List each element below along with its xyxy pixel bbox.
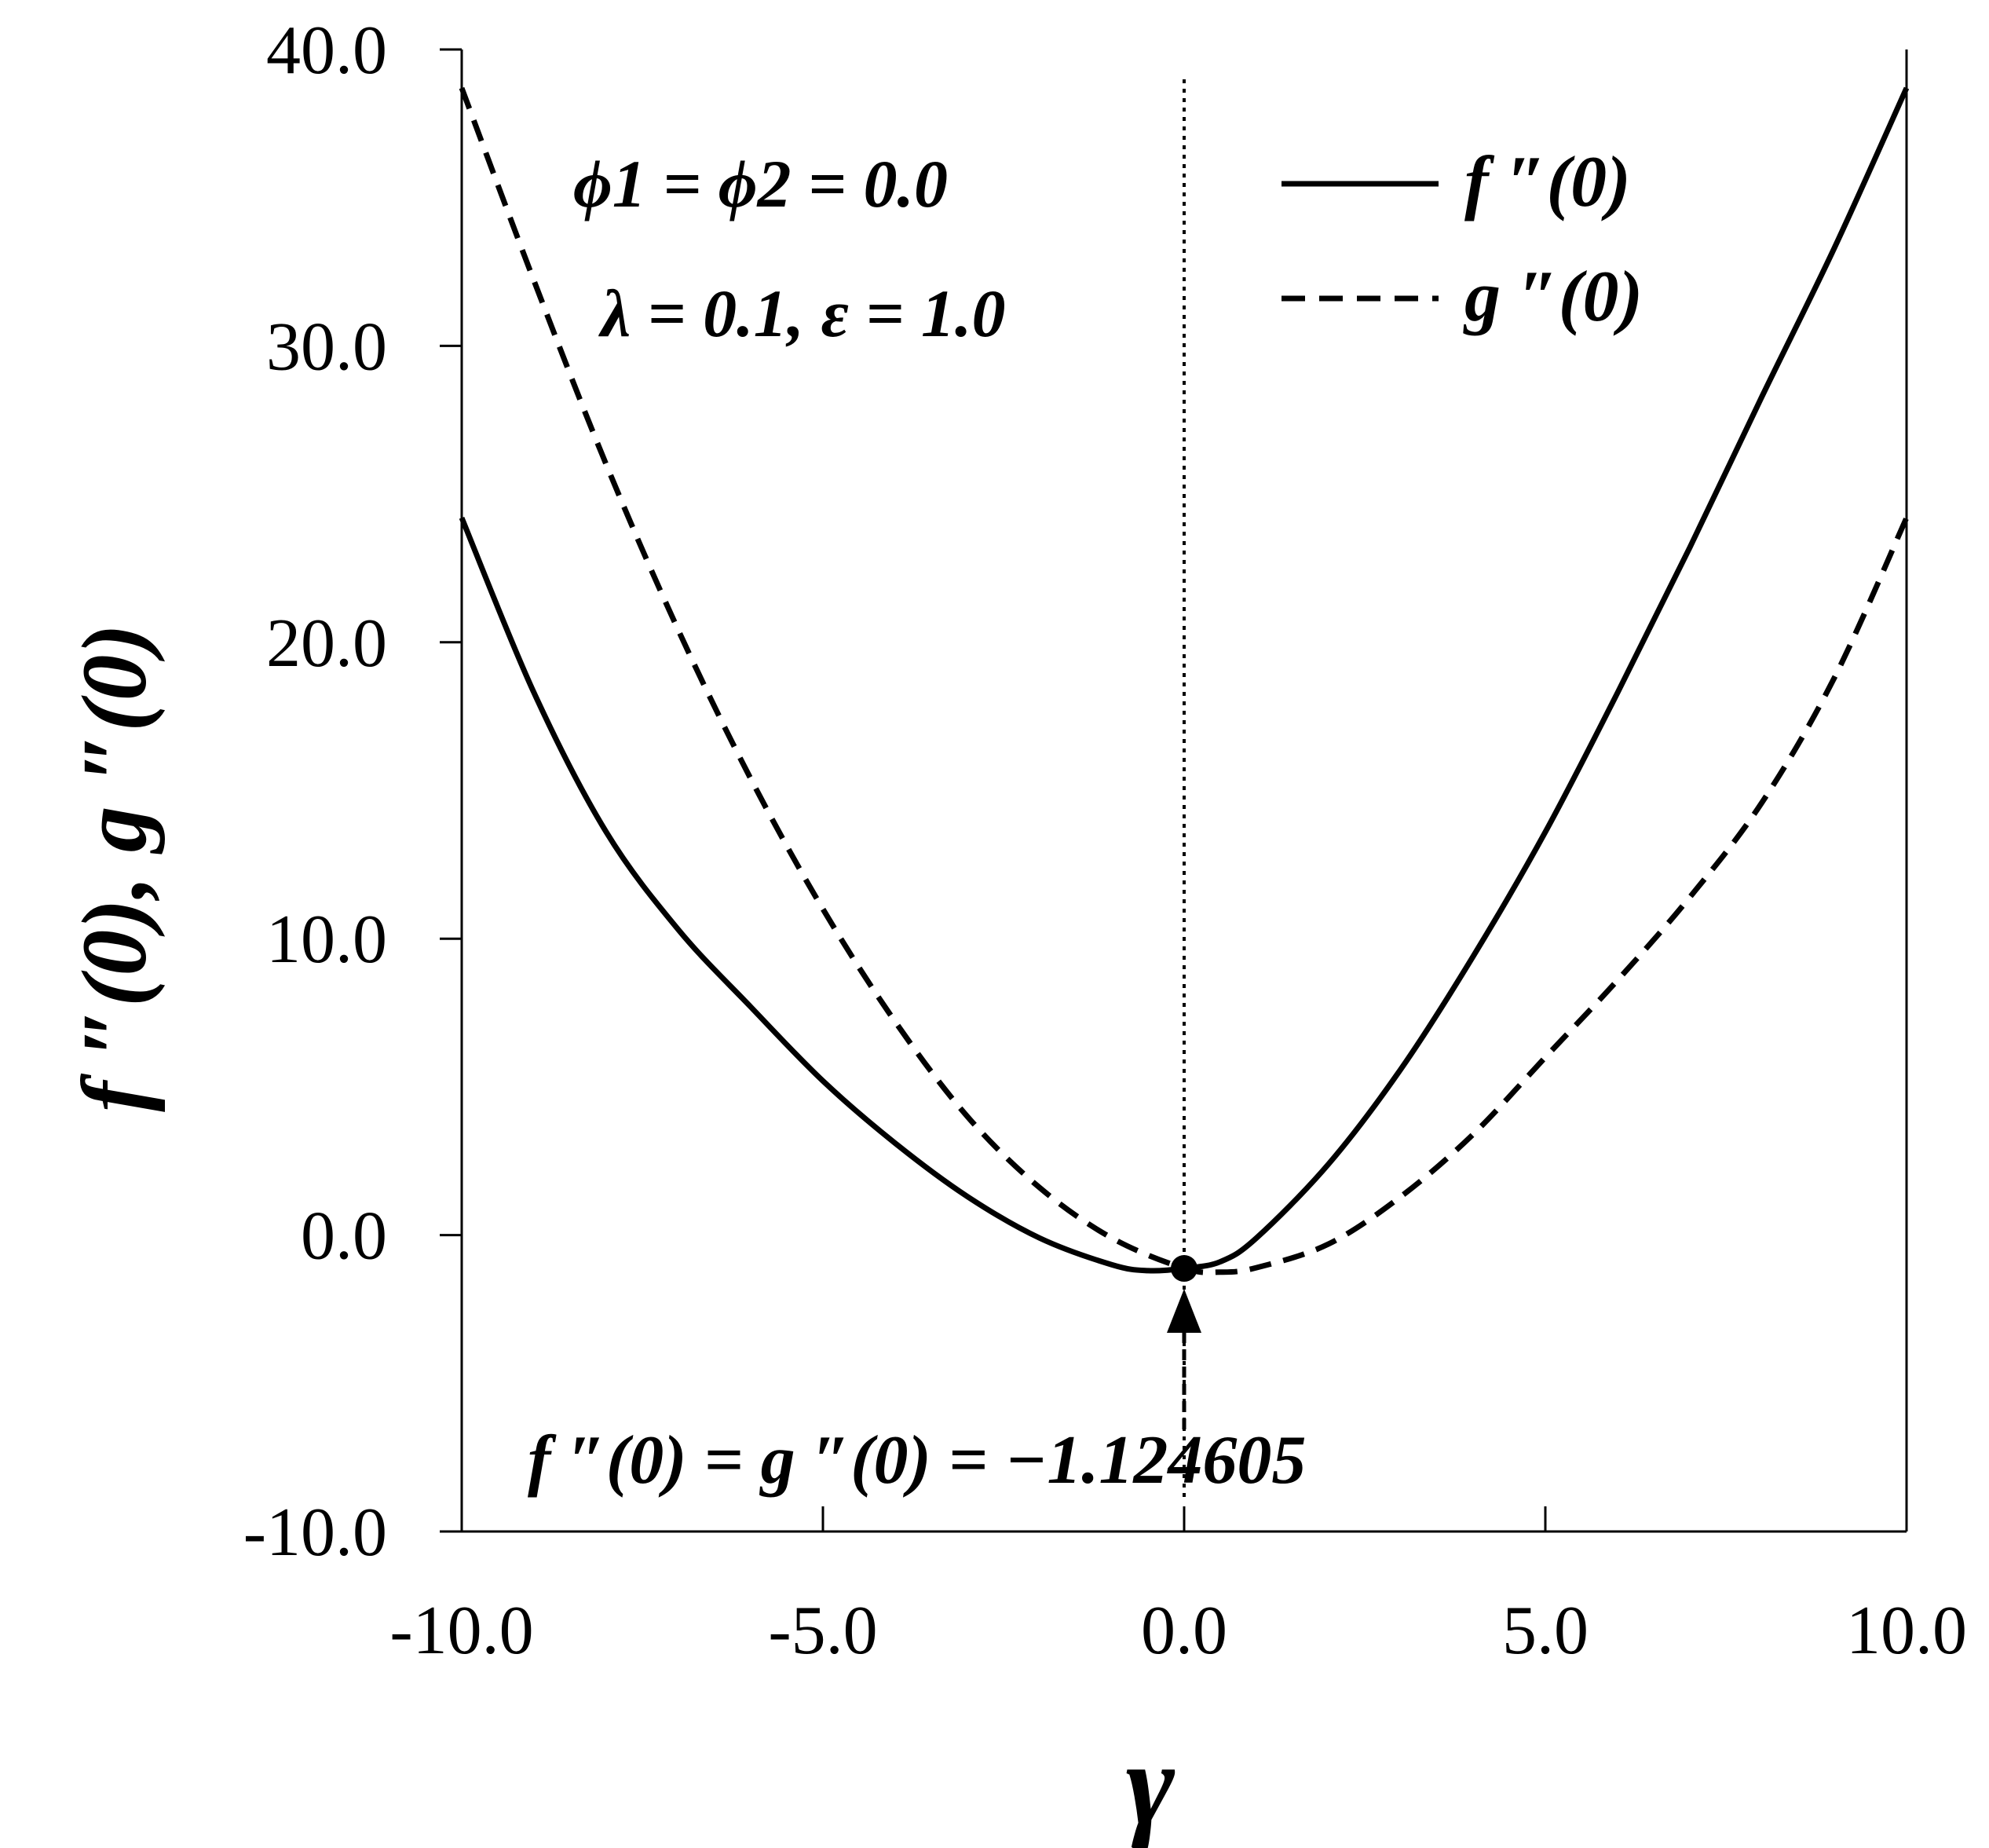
legend: f ″(0) g ″(0): [1282, 141, 1643, 336]
legend-label-f: f ″(0): [1464, 141, 1631, 221]
intersection-point: [1171, 1255, 1197, 1283]
x-axis-title: γ: [1126, 1719, 1175, 1848]
series-line-g: [459, 86, 1910, 1275]
y-tick-label: 20.0: [266, 606, 387, 682]
x-tick-label: 10.0: [1846, 1593, 1967, 1669]
x-tick-label: -10.0: [389, 1593, 533, 1669]
ticks: -10.0 -5.0 0.0 5.0 10.0 -10.0 0.0 10.0 20.0 30.0 4…: [243, 13, 1967, 1669]
y-axis-title: f ″(0), g ″(0): [63, 624, 166, 1112]
arrow-head: [1167, 1289, 1201, 1334]
params-annotation-1: ϕ1 = ϕ2 = 0.0: [573, 146, 948, 221]
y-tick-label: -10.0: [243, 1495, 387, 1571]
x-tick-label: 5.0: [1502, 1593, 1589, 1669]
y-tick-label: 30.0: [266, 309, 387, 385]
intersection-annotation: f ″(0) = g ″(0) = −1.124605: [528, 1422, 1306, 1499]
x-tick-label: -5.0: [768, 1593, 877, 1669]
y-tick-label: 10.0: [266, 902, 387, 978]
legend-label-g: g ″(0): [1463, 256, 1643, 336]
x-tick-label: 0.0: [1141, 1593, 1227, 1669]
series-layer: [459, 86, 1910, 1429]
params-annotation-2: λ = 0.1, ε = 1.0: [598, 276, 1005, 351]
y-tick-label: 0.0: [301, 1198, 387, 1275]
y-tick-label: 40.0: [266, 13, 387, 89]
series-line-f: [459, 86, 1910, 1274]
